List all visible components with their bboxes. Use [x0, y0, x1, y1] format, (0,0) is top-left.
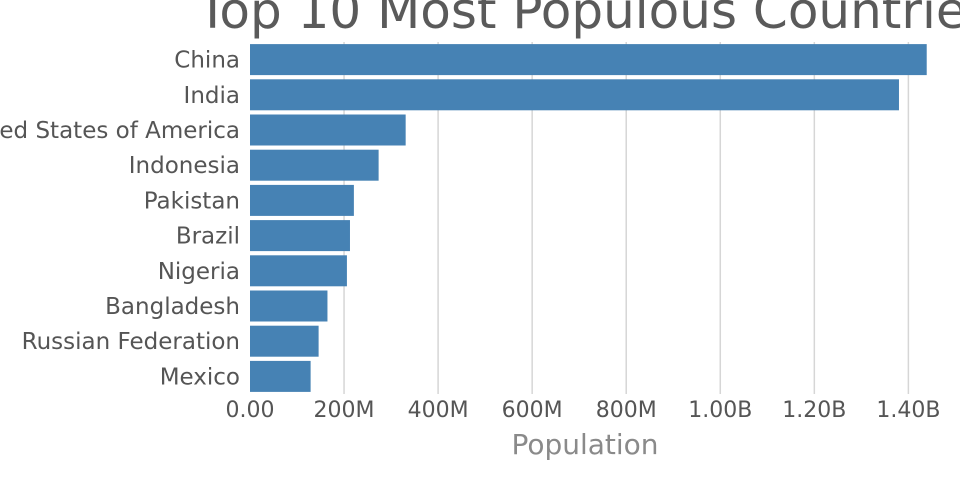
y-tick-label: United States of America	[0, 118, 240, 144]
x-tick-label: 600M	[502, 398, 563, 423]
x-tick-label: 200M	[314, 398, 375, 423]
y-tick-label: Russian Federation	[22, 329, 240, 355]
bar[interactable]	[250, 79, 899, 111]
x-tick-label: 1.00B	[688, 398, 752, 423]
x-axis-title: Population	[511, 428, 658, 461]
bar[interactable]	[250, 114, 406, 146]
x-tick-label: 0.00	[226, 398, 275, 423]
y-tick-label: India	[184, 83, 240, 109]
bar[interactable]	[250, 325, 319, 357]
y-tick-label: Mexico	[160, 364, 240, 390]
x-tick-label: 400M	[408, 398, 469, 423]
bar[interactable]	[250, 184, 354, 216]
bar[interactable]	[250, 360, 311, 392]
y-tick-label: China	[174, 48, 240, 74]
bar[interactable]	[250, 149, 379, 181]
bars	[250, 44, 927, 392]
y-tick-label: Brazil	[176, 224, 240, 250]
y-tick-label: Nigeria	[158, 259, 240, 285]
x-tick-labels: 0.00 200M 400M 600M 800M 1.00B 1.20B 1.40B	[226, 398, 941, 423]
y-tick-label: Bangladesh	[105, 294, 240, 320]
y-tick-labels: China India United States of America Indone…	[0, 48, 240, 391]
y-tick-label: Pakistan	[144, 188, 240, 214]
bar[interactable]	[250, 290, 328, 322]
bar[interactable]	[250, 44, 927, 76]
x-tick-label: 1.20B	[782, 398, 846, 423]
chart-title: Top 10 Most Populous Countries	[196, 0, 960, 40]
x-tick-label: 1.40B	[876, 398, 940, 423]
x-tick-label: 800M	[596, 398, 657, 423]
bar[interactable]	[250, 255, 347, 287]
bar[interactable]	[250, 220, 350, 252]
y-tick-label: Indonesia	[129, 153, 240, 179]
